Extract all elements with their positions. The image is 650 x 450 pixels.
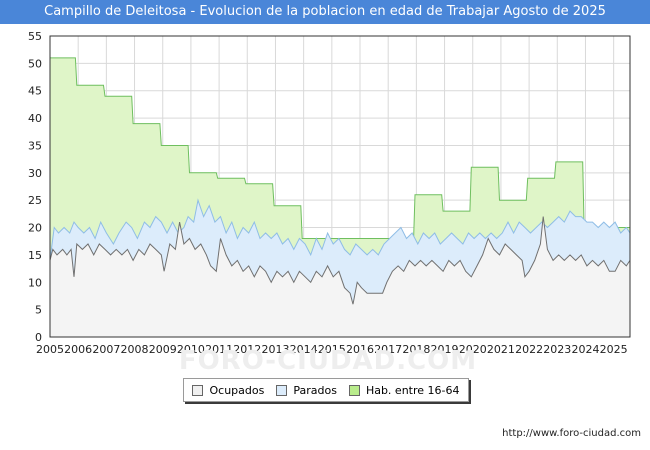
x-tick-label: 2017 <box>374 343 402 356</box>
x-tick-label: 2005 <box>36 343 64 356</box>
series-line-hab <box>50 57 630 239</box>
chart-title: Campillo de Deleitosa - Evolucion de la … <box>0 0 650 24</box>
y-tick-label: 20 <box>28 222 42 235</box>
legend-swatch-ocupados <box>192 384 204 396</box>
x-tick-label: 2023 <box>543 343 571 356</box>
series-line-ocupados <box>49 216 631 305</box>
x-tick-label: 2012 <box>233 343 261 356</box>
legend-swatch-hab <box>348 384 360 396</box>
x-tick-label: 2010 <box>177 343 205 356</box>
legend-swatch-parados <box>276 384 288 396</box>
x-tick-label: 2015 <box>318 343 346 356</box>
y-tick-label: 35 <box>28 139 42 152</box>
legend-item-parados: Parados <box>276 384 337 397</box>
x-tick-label: 2008 <box>121 343 149 356</box>
plot-border <box>49 35 631 338</box>
x-tick-label: 2009 <box>149 343 177 356</box>
x-tick-label: 2019 <box>431 343 459 356</box>
legend-item-hab: Hab. entre 16-64 <box>348 383 460 397</box>
x-tick-label: 2018 <box>402 343 430 356</box>
source-link[interactable]: http://www.foro-ciudad.com <box>502 428 641 439</box>
y-tick-label: 55 <box>28 30 42 43</box>
y-tick-label: 50 <box>28 57 42 70</box>
x-tick-label: 2024 <box>571 343 599 356</box>
chart-legend: Ocupados Parados Hab. entre 16-64 <box>183 378 469 402</box>
x-tick-label: 2013 <box>261 343 289 356</box>
y-tick-label: 45 <box>28 85 42 98</box>
watermark: FORO-CIUDAD.COM <box>178 346 478 376</box>
x-tick-label: 2025 <box>600 343 628 356</box>
series-line-parados <box>49 198 631 261</box>
y-tick-label: 40 <box>28 112 42 125</box>
x-tick-label: 2006 <box>64 343 92 356</box>
x-tick-label: 2022 <box>515 343 543 356</box>
legend-label-parados: Parados <box>293 383 337 397</box>
y-tick-label: 15 <box>28 249 42 262</box>
series-area-ocupados <box>50 216 630 337</box>
y-tick-label: 25 <box>28 194 42 207</box>
x-tick-label: 2021 <box>487 343 515 356</box>
legend-item-ocupados: Ocupados <box>192 384 264 397</box>
y-tick-label: 10 <box>28 276 42 289</box>
x-tick-label: 2020 <box>459 343 487 356</box>
x-tick-label: 2007 <box>92 343 120 356</box>
y-tick-label: 0 <box>35 331 42 344</box>
legend-label-hab: Hab. entre 16-64 <box>365 383 460 397</box>
y-tick-label: 30 <box>28 167 42 180</box>
x-tick-label: 2016 <box>346 343 374 356</box>
y-tick-label: 5 <box>35 304 42 317</box>
x-tick-label: 2011 <box>205 343 233 356</box>
x-tick-label: 2014 <box>290 343 318 356</box>
legend-label-ocupados: Ocupados <box>209 383 265 397</box>
